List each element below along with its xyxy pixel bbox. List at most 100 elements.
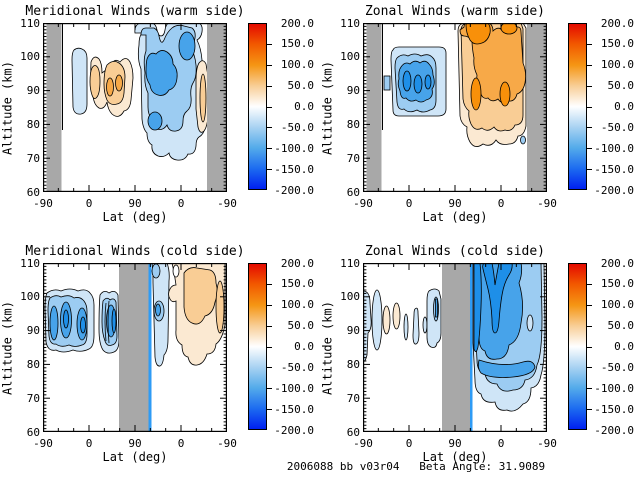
colorbar-tick xyxy=(267,106,272,108)
colorbar-label: 50.0 xyxy=(607,319,635,333)
contour-blobs xyxy=(71,23,209,161)
colorbar-tick xyxy=(267,346,272,348)
y-tick-label: 70 xyxy=(26,151,40,165)
colorbar-label: -200.0 xyxy=(274,183,314,197)
colorbar xyxy=(568,263,587,430)
colorbar xyxy=(248,263,267,430)
colorbar-tick xyxy=(587,388,592,390)
y-tick-label: 100 xyxy=(340,50,360,64)
missing-data-bands xyxy=(46,23,227,192)
contour-plot-zonal-cold xyxy=(363,263,547,432)
axes-frame xyxy=(43,23,227,192)
missing-data-bands xyxy=(442,263,473,432)
y-tick-label: 90 xyxy=(346,84,360,98)
colorbar-tick xyxy=(587,367,592,369)
colorbar-tick xyxy=(587,409,592,411)
y-tick-label: 80 xyxy=(26,357,40,371)
y-axis-label: Altitude (km) xyxy=(320,60,334,155)
colorbar-label: 200.0 xyxy=(600,16,634,30)
colorbar-label: -200.0 xyxy=(594,423,634,437)
footer-annotation: 2006088 bb v03r04 Beta Angle: 31.9089 xyxy=(286,460,546,473)
y-tick-label: 100 xyxy=(20,50,40,64)
contour-blobs xyxy=(383,23,527,147)
colorbar-tick xyxy=(267,409,272,411)
colorbar-tick xyxy=(587,85,592,87)
y-axis-label: Altitude (km) xyxy=(0,300,14,395)
y-tick-label: 110 xyxy=(20,16,40,30)
colorbar-label: 150.0 xyxy=(280,277,314,291)
x-tick-label: 90 xyxy=(448,197,462,210)
colorbar-label: 200.0 xyxy=(600,256,634,270)
contour-blobs xyxy=(44,263,226,367)
colorbar-tick xyxy=(267,304,272,306)
x-tick-label: -90 xyxy=(217,197,237,210)
x-tick-label: 0 xyxy=(405,437,413,450)
colorbar-label: -50.0 xyxy=(280,360,314,374)
colorbar-tick xyxy=(267,388,272,390)
x-tick-label: 0 xyxy=(497,197,505,210)
y-tick-label: 60 xyxy=(26,425,40,439)
y-tick-label: 110 xyxy=(20,256,40,270)
colorbar-tick xyxy=(267,43,272,45)
y-tick-label: 60 xyxy=(26,185,40,199)
axes-frame xyxy=(43,263,227,432)
y-axis-label: Altitude (km) xyxy=(320,300,334,395)
colorbar-tick xyxy=(587,127,592,129)
x-tick-label: -90 xyxy=(537,437,557,450)
colorbar-label: 100.0 xyxy=(280,58,314,72)
y-tick-label: 110 xyxy=(340,16,360,30)
colorbar-label: 100.0 xyxy=(280,298,314,312)
y-tick-label: 70 xyxy=(346,151,360,165)
panel-title-meridional-cold: Meridional Winds (cold side) xyxy=(25,244,245,259)
colorbar-label: 150.0 xyxy=(600,277,634,291)
colorbar-tick xyxy=(587,43,592,45)
colorbar-label: -100.0 xyxy=(274,381,314,395)
y-tick-label: 60 xyxy=(346,185,360,199)
contour-plot-meridional-warm xyxy=(43,23,227,192)
colorbar-label: 200.0 xyxy=(280,256,314,270)
y-tick-label: 90 xyxy=(346,324,360,338)
colorbar-label: -50.0 xyxy=(600,120,634,134)
colorbar-tick xyxy=(587,283,592,285)
x-tick-label: 0 xyxy=(405,197,413,210)
colorbar-label: 0.0 xyxy=(294,340,314,353)
y-tick-label: 90 xyxy=(26,324,40,338)
colorbar-label: 0.0 xyxy=(614,100,634,113)
y-axis-label: Altitude (km) xyxy=(0,60,14,155)
x-axis-label: Lat (deg) xyxy=(422,450,488,464)
colorbar-label: -100.0 xyxy=(594,381,634,395)
colorbar-tick xyxy=(587,106,592,108)
y-tick-label: 110 xyxy=(340,256,360,270)
x-tick-label: -90 xyxy=(33,197,53,210)
colorbar-label: -50.0 xyxy=(600,360,634,374)
colorbar-label: -100.0 xyxy=(594,141,634,155)
x-tick-label: 0 xyxy=(497,437,505,450)
colorbar-label: 100.0 xyxy=(600,58,634,72)
colorbar-tick xyxy=(267,325,272,327)
y-tick-label: 80 xyxy=(346,117,360,131)
colorbar-label: -100.0 xyxy=(274,141,314,155)
x-axis-label: Lat (deg) xyxy=(102,450,168,464)
y-tick-label: 70 xyxy=(26,391,40,405)
colorbar xyxy=(248,23,267,190)
colorbar-tick xyxy=(587,64,592,66)
x-tick-label: -90 xyxy=(353,197,373,210)
colorbar-tick xyxy=(587,304,592,306)
colorbar-label: -200.0 xyxy=(594,183,634,197)
colorbar-tick xyxy=(267,64,272,66)
x-tick-label: 90 xyxy=(448,437,462,450)
contour-plot-meridional-cold xyxy=(43,263,227,432)
colorbar-label: 150.0 xyxy=(600,37,634,51)
missing-data-bands xyxy=(366,23,547,192)
colorbar-label: -50.0 xyxy=(280,120,314,134)
colorbar-label: -150.0 xyxy=(594,162,634,176)
colorbar xyxy=(568,23,587,190)
colorbar-label: -200.0 xyxy=(274,423,314,437)
colorbar-tick xyxy=(267,85,272,87)
x-tick-label: 90 xyxy=(128,437,142,450)
colorbar-tick xyxy=(267,283,272,285)
panel-title-meridional-warm: Meridional Winds (warm side) xyxy=(25,4,245,19)
colorbar-tick xyxy=(587,169,592,171)
colorbar-label: 0.0 xyxy=(294,100,314,113)
